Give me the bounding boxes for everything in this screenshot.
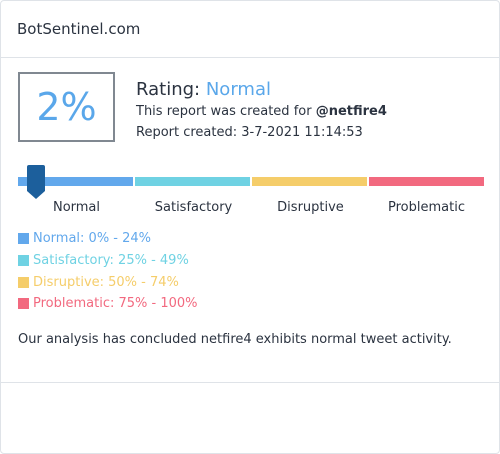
score-value: 2% [36, 85, 97, 129]
scale-bar-disruptive [252, 177, 367, 186]
report-created-date: Report created: 3-7-2021 11:14:53 [136, 125, 363, 140]
site-title: BotSentinel.com [17, 20, 141, 38]
legend-swatch [18, 255, 29, 266]
account-handle[interactable]: @netfire4 [315, 104, 387, 119]
footer-divider [1, 382, 499, 383]
rating-line: Rating: Normal [136, 79, 271, 100]
legend-text: Normal: 0% - 24% [33, 231, 152, 246]
legend-swatch [18, 277, 29, 288]
analysis-summary: Our analysis has concluded netfire4 exhi… [18, 332, 452, 347]
legend-text: Disruptive: 50% - 74% [33, 275, 179, 290]
scale-bar-normal [18, 177, 133, 186]
scale-bar-problematic [369, 177, 484, 186]
score-box: 2% [18, 72, 115, 142]
scale-bar-satisfactory [135, 177, 250, 186]
card-header: BotSentinel.com [1, 1, 499, 58]
scale-label-disruptive: Disruptive [277, 200, 344, 215]
legend-text: Problematic: 75% - 100% [33, 296, 198, 311]
created-for-prefix: This report was created for [136, 104, 312, 119]
legend-swatch [18, 233, 29, 244]
legend-text: Satisfactory: 25% - 49% [33, 253, 189, 268]
rating-label: Rating: [136, 79, 201, 100]
scale-label-satisfactory: Satisfactory [154, 200, 233, 215]
legend-swatch [18, 298, 29, 309]
score-marker-icon [27, 165, 45, 199]
scale-label-problematic: Problematic [388, 200, 465, 215]
scale-label-normal: Normal [52, 200, 101, 215]
rating-value: Normal [205, 79, 271, 100]
created-for-line: This report was created for @netfire4 [136, 104, 387, 119]
